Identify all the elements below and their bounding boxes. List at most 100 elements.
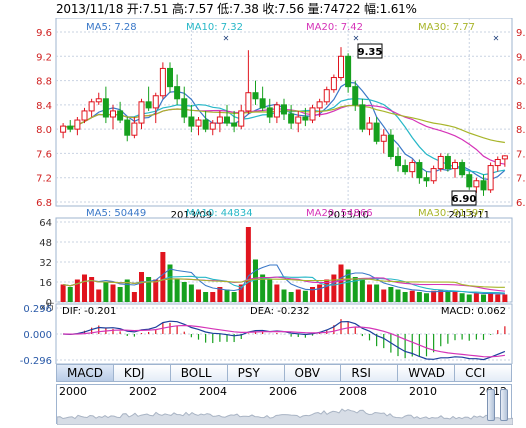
- macd-ytick: 0.000: [23, 330, 52, 341]
- candle-body: [273, 104, 280, 118]
- volume-bar: [345, 269, 351, 302]
- tab-boll[interactable]: BOLL: [170, 365, 228, 381]
- candle-body: [259, 98, 266, 109]
- timeline-left-handle[interactable]: [487, 389, 495, 421]
- tab-psy[interactable]: PSY: [227, 365, 285, 381]
- candle-body: [323, 89, 330, 103]
- timeline-right-handle[interactable]: [500, 389, 508, 421]
- volume-bar: [502, 294, 508, 302]
- candle-body: [224, 116, 230, 124]
- volume-bar: [131, 292, 137, 302]
- volume-ma-legend: MA30: 91597: [418, 208, 485, 219]
- candle-body: [117, 110, 124, 121]
- volume-bar: [267, 279, 273, 302]
- volume-bar: [103, 282, 109, 302]
- candle-body: [238, 110, 245, 127]
- timeline-scrubber[interactable]: 2000200220042006200820102012: [56, 384, 513, 425]
- volume-bar: [231, 292, 237, 302]
- timeline-year-label: 2010: [409, 385, 437, 398]
- volume-bar: [381, 289, 387, 302]
- volume-bar: [281, 289, 287, 302]
- volume-bar: [452, 292, 458, 302]
- candle-body: [88, 101, 95, 112]
- candle-body: [124, 119, 131, 136]
- tab-rsi[interactable]: RSI: [341, 365, 399, 381]
- volume-bar: [395, 289, 401, 302]
- candle-body: [202, 119, 209, 130]
- volume-bar: [210, 292, 216, 302]
- price-ma-legend: MA30: 7.77: [418, 22, 475, 33]
- volume-bar: [160, 252, 166, 302]
- tab-cci[interactable]: CCI: [455, 365, 511, 381]
- candle-body: [330, 77, 337, 91]
- candle-body: [416, 162, 423, 179]
- stock-chart[interactable]: 9.6 9.6 9.2 9.2 8.8 8.8 8.4 8.4 8.0 8.0 7.6 7.6 7.2 7…: [0, 18, 526, 364]
- candle-body: [366, 122, 373, 130]
- tab-macd[interactable]: MACD: [57, 365, 114, 381]
- candle-body: [423, 177, 430, 182]
- volume-bar: [67, 287, 73, 302]
- volume-bar: [445, 292, 451, 302]
- tab-obv[interactable]: OBV: [284, 365, 342, 381]
- candle-body: [452, 162, 458, 170]
- candle-body: [409, 162, 416, 173]
- macd-dea-line: [63, 324, 505, 358]
- low-callout-box: [451, 190, 477, 206]
- macd-dif-label: DIF: -0.201: [62, 306, 116, 317]
- candle-body: [387, 134, 394, 157]
- candle-body: [380, 134, 387, 142]
- volume-bar: [117, 287, 123, 302]
- candle-body: [152, 95, 159, 109]
- volume-bar: [188, 284, 194, 302]
- event-marker-icon: ✕: [223, 34, 230, 43]
- volume-bar: [466, 294, 472, 302]
- volume-bar: [324, 279, 330, 302]
- price-ytick-left: 8.4: [36, 101, 52, 112]
- volume-bar: [416, 292, 422, 302]
- volume-ma-legend: MA20: 54866: [306, 208, 373, 219]
- volume-bar: [196, 289, 201, 302]
- price-ytick-left: 7.2: [36, 174, 52, 185]
- price-ytick-right: 8.8: [516, 77, 526, 88]
- candle-body: [181, 98, 188, 118]
- candle-body: [266, 107, 273, 118]
- volume-bar: [146, 277, 152, 302]
- volume-bar: [288, 292, 294, 302]
- candle-body: [288, 113, 295, 124]
- timeline-year-label: 2004: [199, 385, 227, 398]
- candle-body: [501, 155, 508, 160]
- volume-bar: [367, 284, 372, 302]
- price-ma-legend: MA10: 7.32: [186, 22, 243, 33]
- high-callout-box: [357, 43, 383, 59]
- volume-bar: [74, 279, 80, 302]
- candle-body: [494, 159, 501, 167]
- volume-bar: [153, 279, 159, 302]
- volume-bar: [274, 284, 280, 302]
- candle-body: [131, 122, 138, 136]
- volume-ytick: 0: [46, 298, 52, 309]
- volume-bar: [438, 289, 444, 302]
- tab-wvad[interactable]: WVAD: [398, 365, 456, 381]
- volume-bar: [488, 292, 494, 302]
- volume-bar: [431, 290, 437, 302]
- price-ytick-left: 6.8: [36, 198, 52, 209]
- macd-ytick: 0.296: [23, 304, 52, 315]
- quote-close: 收:7.56: [262, 2, 304, 16]
- timeline-year-label: 2000: [59, 385, 87, 398]
- volume-bar: [495, 294, 501, 302]
- event-marker-icon: ✕: [493, 34, 500, 43]
- price-ma-legend: MA20: 7.42: [306, 22, 363, 33]
- candle-body: [60, 125, 67, 133]
- volume-bar: [60, 284, 66, 302]
- price-ytick-left: 7.6: [36, 149, 52, 160]
- tab-kdj[interactable]: KDJ: [113, 365, 171, 381]
- volume-bar: [139, 272, 144, 302]
- volume-bar: [253, 259, 258, 302]
- candle-body: [95, 98, 102, 103]
- volume-unit-label: x万: [40, 303, 54, 313]
- candle-body: [316, 101, 323, 109]
- volume-ma30-line: [63, 278, 505, 288]
- candle-body: [295, 116, 302, 124]
- price-ytick-left: 9.6: [36, 28, 52, 39]
- quote-header: 2013/11/18 开:7.51 高:7.57 低:7.38 收:7.56 量…: [56, 0, 417, 18]
